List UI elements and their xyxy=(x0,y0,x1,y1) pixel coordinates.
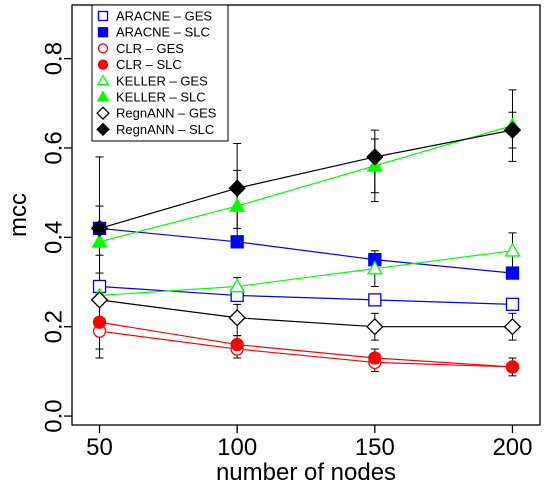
data-point xyxy=(366,260,383,275)
legend-label: CLR – GES xyxy=(116,41,184,56)
legend-marker xyxy=(96,74,110,86)
legend-marker xyxy=(97,59,109,70)
y-tick-label: 0.4 xyxy=(41,221,68,254)
data-point xyxy=(229,197,246,212)
legend-marker xyxy=(96,106,110,120)
series-line xyxy=(99,285,513,305)
legend-item: KELLER – GES xyxy=(96,73,208,88)
series-line xyxy=(99,330,513,368)
data-point xyxy=(229,278,246,293)
data-point xyxy=(505,360,520,374)
legend-box xyxy=(91,4,229,142)
series-line xyxy=(99,129,513,229)
data-point xyxy=(503,121,522,139)
legend-label: KELLER – GES xyxy=(116,73,208,88)
legend-item: CLR – GES xyxy=(97,41,184,56)
legend-marker xyxy=(96,90,110,102)
series-lines xyxy=(99,125,513,368)
data-points xyxy=(90,117,522,374)
legend-label: KELLER – SLC xyxy=(116,90,206,105)
x-tick-label: 200 xyxy=(492,434,532,461)
x-tick-label: 150 xyxy=(355,434,395,461)
data-point xyxy=(505,266,520,280)
series-line xyxy=(99,125,513,243)
data-point xyxy=(366,148,384,166)
y-tick-label: 0.2 xyxy=(41,310,68,343)
series-line xyxy=(99,250,513,297)
data-point xyxy=(228,179,246,197)
legend-label: RegnANN – GES xyxy=(116,106,217,121)
y-axis: 0.0 0.2 0.4 0.6 0.8 xyxy=(41,42,72,433)
x-tick-label: 50 xyxy=(86,434,113,461)
data-point xyxy=(503,317,522,336)
y-tick-label: 0.0 xyxy=(41,399,68,432)
legend-item: ARACNE – GES xyxy=(97,9,212,24)
y-axis-label: mcc xyxy=(5,193,32,237)
series-line xyxy=(99,321,513,368)
series-line xyxy=(99,227,513,274)
legend-item: ARACNE – SLC xyxy=(97,25,210,40)
legend-item: CLR – SLC xyxy=(97,57,182,72)
data-point xyxy=(504,242,521,257)
legend-item: RegnANN – SLC xyxy=(96,122,214,137)
data-point xyxy=(230,235,244,249)
data-point xyxy=(92,315,107,329)
y-tick-label: 0.8 xyxy=(41,42,68,75)
legend-marker xyxy=(97,10,109,22)
data-point xyxy=(90,219,109,238)
legend-marker xyxy=(97,27,109,38)
data-point xyxy=(366,317,384,336)
legend-label: ARACNE – GES xyxy=(116,9,212,24)
data-point xyxy=(230,337,244,352)
legend-item: RegnANN – GES xyxy=(96,106,217,121)
data-point xyxy=(90,291,109,309)
legend-marker xyxy=(97,43,109,54)
y-tick-label: 0.6 xyxy=(41,131,68,164)
legend-marker xyxy=(96,122,110,137)
data-point xyxy=(368,351,382,365)
legend-label: CLR – SLC xyxy=(116,57,182,72)
x-axis: 50 100 150 200 xyxy=(86,425,532,461)
series-line xyxy=(99,299,513,328)
x-tick-label: 100 xyxy=(217,434,257,461)
data-point xyxy=(368,293,382,307)
x-axis-label: number of nodes xyxy=(216,459,396,486)
legend-label: RegnANN – SLC xyxy=(116,122,214,137)
data-point xyxy=(228,309,246,327)
data-point xyxy=(91,233,108,248)
data-point xyxy=(505,297,520,312)
plot-frame xyxy=(71,4,541,426)
legend-label: ARACNE – SLC xyxy=(116,25,210,40)
legend-item: KELLER – SLC xyxy=(96,90,206,105)
